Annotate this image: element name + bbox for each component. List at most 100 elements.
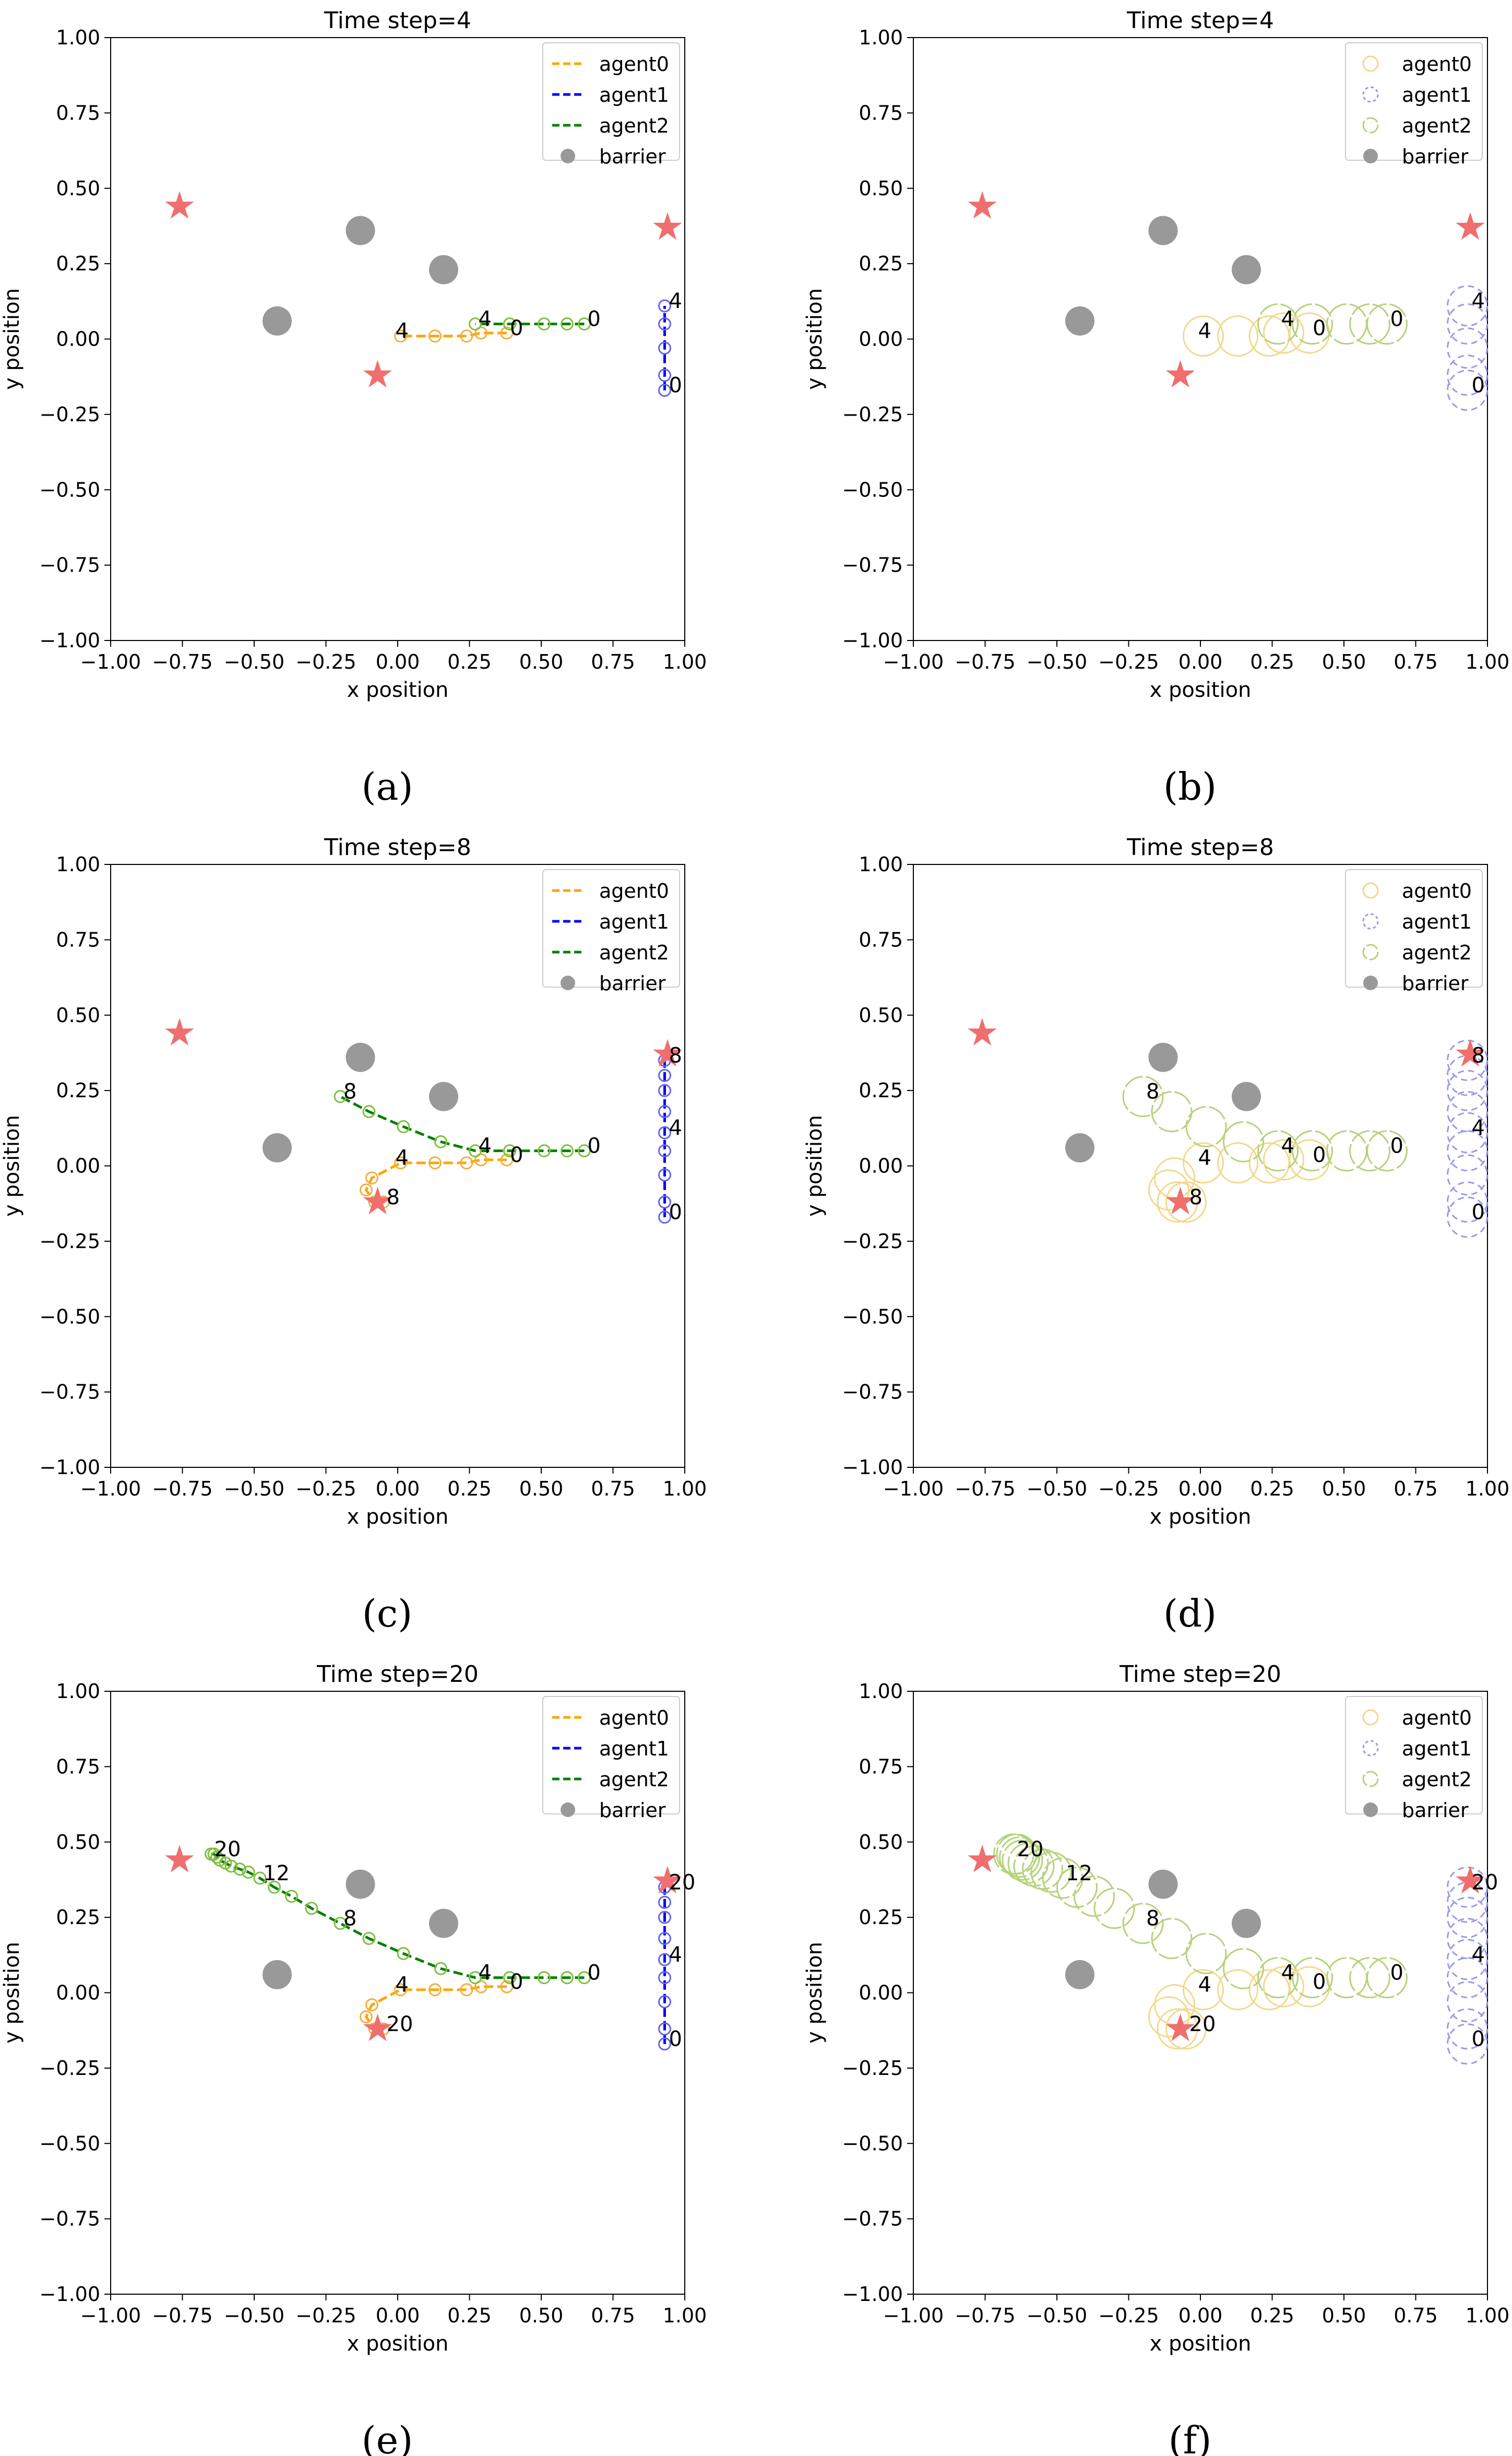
- agent1-point: [658, 1995, 671, 2009]
- barrier-marker: [1148, 216, 1178, 245]
- y-tick-label: −0.50: [40, 478, 100, 501]
- agent2-footprint-circle: [1074, 1876, 1115, 1917]
- x-tick-label: 0.25: [1250, 1477, 1294, 1500]
- legend-barrier-swatch: [1363, 1802, 1378, 1817]
- goal-star-marker: [968, 1845, 997, 1873]
- agent2-point: [434, 1135, 447, 1148]
- x-axis-label: x position: [347, 2332, 449, 2356]
- agent2-step-label: 0: [1390, 1134, 1403, 1158]
- y-tick-label: 0.75: [859, 1755, 903, 1778]
- agent0-step-label: 0: [1313, 316, 1326, 340]
- legend-agent2-swatch: [1362, 944, 1379, 960]
- agent1-step-label: 20: [1472, 1870, 1498, 1894]
- x-tick-label: 0.25: [447, 650, 492, 673]
- legend-box: [1345, 1696, 1483, 1814]
- x-tick-label: 0.00: [376, 1477, 420, 1500]
- agent0-footprint-circle: [1165, 2008, 1207, 2050]
- agent0-footprint-circle: [1263, 1139, 1304, 1181]
- goal-star-marker: [363, 1187, 392, 1215]
- agent2-point: [578, 1971, 591, 1985]
- x-tick-label: 1.00: [1466, 1477, 1510, 1500]
- x-tick-label: 0.00: [1178, 650, 1223, 673]
- y-tick-label: −0.25: [40, 403, 100, 426]
- agent1-footprint-circle: [1447, 1866, 1488, 1908]
- agent2-footprint-circle: [1151, 1918, 1193, 1960]
- agent1-point: [658, 369, 671, 382]
- y-tick-label: 1.00: [56, 853, 100, 876]
- goal-star-marker: [1456, 1039, 1485, 1067]
- agent0-step-label: 4: [1198, 319, 1211, 343]
- legend-agent1-label: agent1: [599, 1737, 669, 1760]
- agent1-footprint-circle: [1447, 1881, 1488, 1923]
- agent0-footprint-circle: [1183, 1969, 1224, 2011]
- chart-panel-e: −1.00 −0.75 −0.50 −0.25 0.00 0.25 0.50 0.75 1.00…: [0, 1661, 707, 2356]
- y-tick-label: 0.50: [859, 177, 903, 200]
- x-tick-label: 0.75: [1394, 2304, 1438, 2327]
- agent0-trajectory-line: [364, 1985, 507, 2031]
- barrier-marker: [263, 306, 292, 336]
- agent0-step-label: 0: [510, 1970, 523, 1994]
- x-tick-label: −0.50: [1027, 1477, 1087, 1500]
- legend-barrier-label: barrier: [1402, 1799, 1469, 1822]
- y-tick-label: −1.00: [842, 2283, 903, 2306]
- agent1-step-label: 0: [669, 1201, 682, 1225]
- agent2-step-label: 0: [588, 307, 601, 331]
- agent2-step-label: 4: [479, 1961, 492, 1985]
- y-tick-label: 0.50: [56, 1004, 100, 1027]
- agent0-point: [360, 2010, 373, 2024]
- agent2-footprint-circle: [999, 1836, 1040, 1878]
- x-tick-label: −1.00: [80, 1477, 141, 1500]
- chart-title: Time step=4: [324, 7, 471, 34]
- barrier-marker: [1148, 1042, 1178, 1072]
- agent0-step-label: 4: [396, 319, 409, 343]
- y-tick-label: 0.00: [56, 1155, 100, 1178]
- barrier-marker: [429, 255, 458, 284]
- legend-box: [1345, 42, 1483, 161]
- panel-caption: (f): [1169, 2418, 1212, 2456]
- agent1-step-label: 0: [1472, 2027, 1485, 2051]
- legend-box: [542, 1696, 680, 1814]
- agent2-point: [362, 1932, 376, 1945]
- agent2-point: [205, 1847, 218, 1861]
- agent0-step-label: 0: [510, 316, 523, 340]
- agent2-point: [397, 1947, 410, 1960]
- agent2-step-label: 4: [1281, 307, 1294, 331]
- agent2-footprint-circle: [1122, 1076, 1164, 1118]
- agent2-footprint-circle: [1185, 1932, 1227, 1974]
- barrier-marker: [263, 1133, 292, 1162]
- chart-panel-b: −1.00 −0.75 −0.50 −0.25 0.00 0.25 0.50 0.75 1.00…: [803, 7, 1509, 702]
- barrier-marker: [1232, 1082, 1261, 1111]
- y-tick-label: 0.25: [859, 1079, 903, 1102]
- y-tick-label: 0.25: [56, 1079, 100, 1102]
- agent0-step-label: 4: [1198, 1146, 1211, 1170]
- x-tick-label: 0.50: [519, 1477, 564, 1500]
- x-tick-label: 0.50: [1322, 1477, 1366, 1500]
- y-tick-label: −1.00: [40, 2283, 100, 2306]
- x-tick-label: −0.25: [1098, 2304, 1159, 2327]
- agent1-step-label: 4: [1472, 1943, 1485, 1967]
- agent2-point: [578, 1144, 591, 1158]
- agent1-point: [658, 1069, 671, 1082]
- agent0-trajectory-line: [364, 1158, 507, 1204]
- y-tick-label: 0.50: [859, 1004, 903, 1027]
- y-tick-label: 0.25: [859, 252, 903, 275]
- agent0-footprint-circle: [1217, 315, 1258, 357]
- y-tick-label: 0.25: [56, 252, 100, 275]
- chart-title: Time step=20: [1119, 1661, 1281, 1688]
- panel-caption: (d): [1163, 1592, 1217, 1635]
- barrier-marker: [346, 1869, 375, 1899]
- agent2-step-label: 4: [479, 307, 492, 331]
- x-axis-label: x position: [1150, 1505, 1252, 1529]
- y-tick-label: −0.75: [842, 2208, 903, 2230]
- legend-barrier-label: barrier: [599, 145, 666, 168]
- agent0-step-label: 8: [387, 1185, 400, 1209]
- goal-star-marker: [653, 212, 682, 240]
- agent0-point: [474, 326, 487, 340]
- panel-caption: (c): [362, 1592, 413, 1635]
- agent0-footprint-circle: [1165, 1181, 1207, 1223]
- agent2-footprint-circle: [1223, 1121, 1264, 1162]
- agent2-point: [434, 1962, 447, 1975]
- agent2-footprint-circle: [1292, 303, 1333, 345]
- agent2-footprint-circle: [1349, 1957, 1390, 1999]
- agent0-point: [460, 1983, 473, 1997]
